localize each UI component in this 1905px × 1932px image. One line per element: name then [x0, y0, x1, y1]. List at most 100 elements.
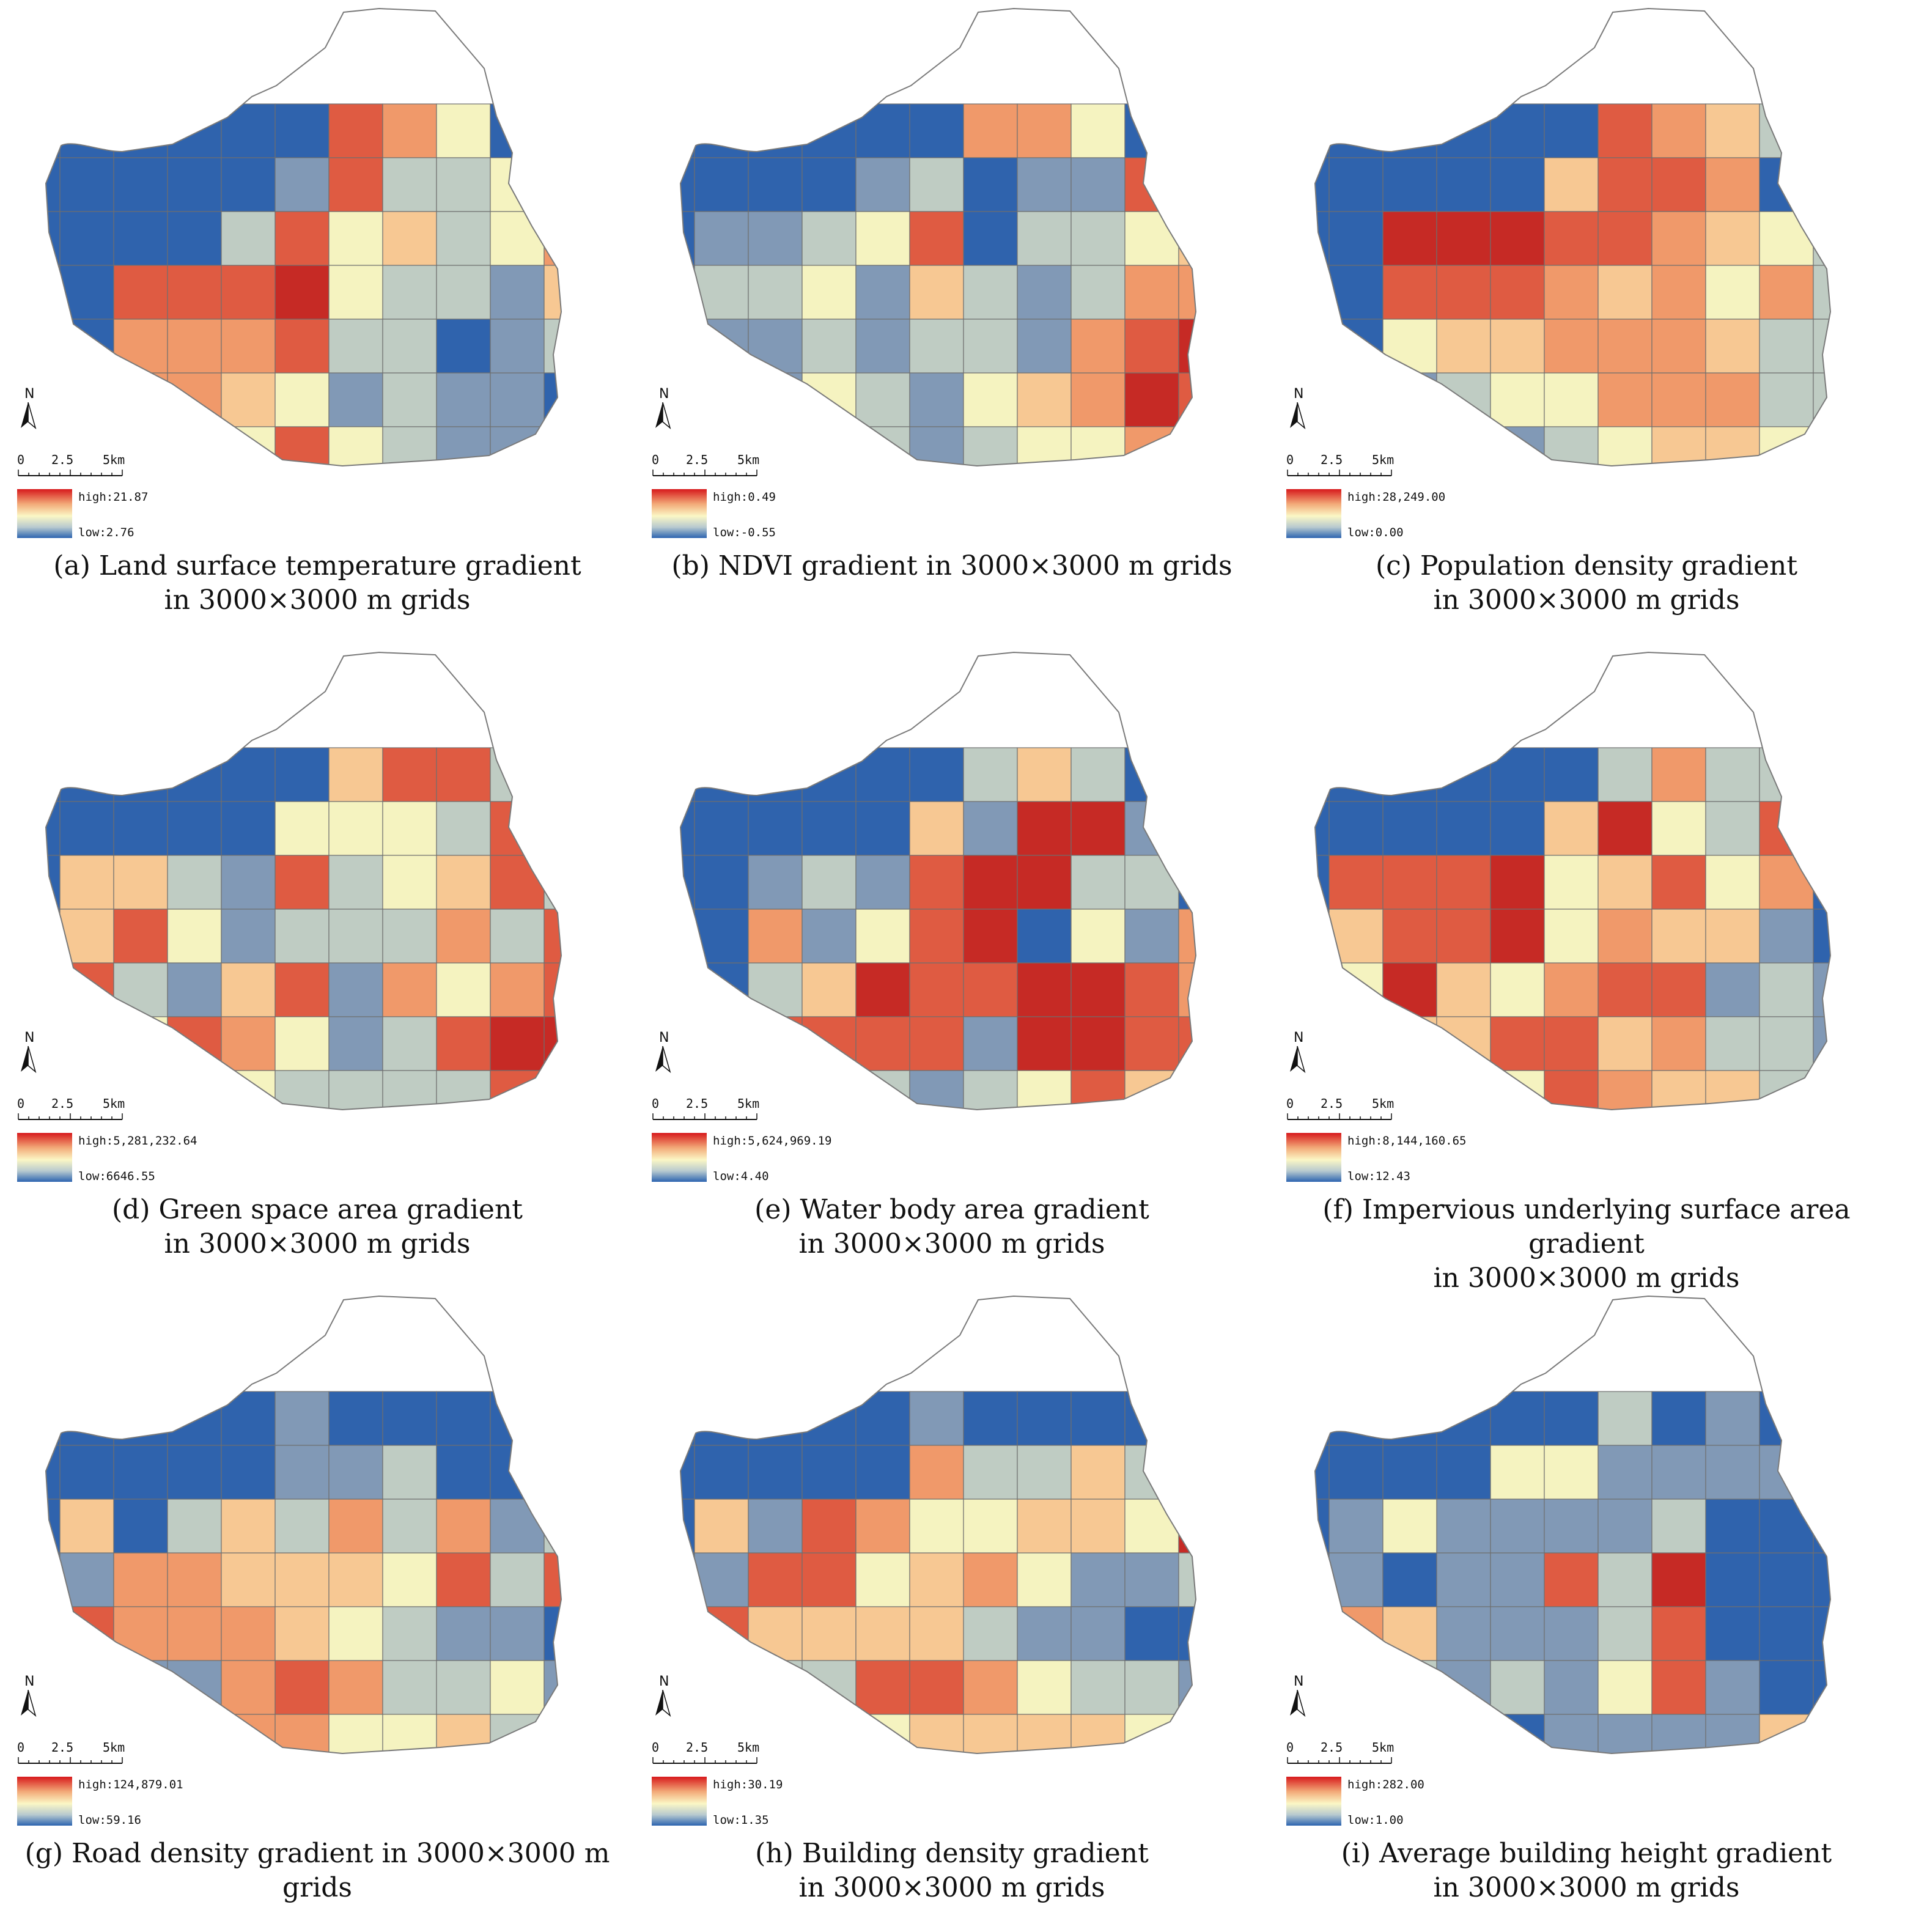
- grid-cell: [113, 1660, 168, 1715]
- grid-cell: [1178, 1714, 1196, 1753]
- north-label: N: [1294, 1674, 1304, 1689]
- grid-cell: [1125, 1124, 1179, 1133]
- panel-caption: (d) Green space area gradient in 3000×300…: [0, 1193, 635, 1261]
- grid-cell: [1490, 426, 1545, 466]
- grid-cell: [46, 855, 61, 910]
- grid-cell: [167, 909, 222, 964]
- grid-cell: [694, 1660, 749, 1715]
- grid-cell: [1706, 1768, 1759, 1777]
- grid-cell: [46, 962, 61, 1017]
- grid-cell: [1233, 1445, 1269, 1499]
- grid-cell: [1071, 481, 1125, 489]
- grid-cell: [1490, 1070, 1545, 1110]
- grid-cell: [59, 372, 114, 427]
- grid-cell: [490, 265, 545, 320]
- grid-cell: [1382, 962, 1437, 1017]
- grid-cell: [680, 265, 695, 320]
- grid-cell: [1383, 1124, 1437, 1133]
- grid-cell: [801, 1445, 857, 1500]
- grid-cell: [490, 1714, 545, 1753]
- legend: high:5,281,232.64 low:6646.55: [17, 1133, 262, 1185]
- grid-cell: [436, 372, 491, 427]
- grid-cell: [1315, 319, 1330, 374]
- grid-cell: [382, 426, 437, 466]
- grid-cell: [60, 481, 114, 489]
- grid-cell: [1490, 747, 1545, 802]
- grid-cell: [1315, 1445, 1330, 1500]
- grid-cell: [382, 103, 437, 158]
- grid-cell: [1178, 1606, 1196, 1661]
- grid-cell: [275, 1016, 330, 1071]
- grid-cell: [221, 1070, 276, 1110]
- grid-cell: [1813, 1552, 1830, 1607]
- grid-cell: [909, 1606, 964, 1661]
- grid-cell: [543, 372, 561, 427]
- grid-cell: [1597, 1070, 1653, 1110]
- grid-cell: [801, 855, 857, 910]
- grid-cell: [680, 157, 695, 212]
- grid-cell: [436, 801, 491, 856]
- legend-low-label: low:1.35: [713, 1813, 769, 1827]
- grid-cell: [382, 1070, 437, 1110]
- grid-cell: [1124, 319, 1179, 374]
- grid-cell: [1598, 1768, 1652, 1777]
- grid-cell: [6, 481, 60, 489]
- north-label: N: [1294, 1030, 1304, 1045]
- grid-cell: [167, 319, 222, 374]
- grid-cell: [1382, 265, 1437, 320]
- grid-cell: [1178, 372, 1196, 427]
- grid-cell: [1124, 1552, 1179, 1607]
- grid-cell: [1382, 319, 1437, 374]
- grid-cell: [748, 372, 803, 427]
- scale-label: 0: [1286, 1096, 1294, 1111]
- grid-cell: [167, 103, 222, 158]
- grid-cell: [963, 211, 1018, 266]
- grid-cell: [855, 1552, 910, 1607]
- caption-line: (g) Road density gradient in 3000×3000 m…: [24, 1838, 610, 1903]
- grid-cell: [1315, 1391, 1330, 1446]
- grid-cell: [1328, 265, 1384, 320]
- grid-cell: [167, 747, 222, 802]
- grid-cell: [1813, 1016, 1830, 1071]
- grid-cell: [695, 481, 748, 489]
- legend-high-label: high:8,144,160.65: [1347, 1134, 1467, 1148]
- grid-cell: [113, 1016, 168, 1071]
- scale-label: 2.5: [1321, 1096, 1343, 1111]
- grid-cell: [168, 481, 221, 489]
- grid-cell: [167, 211, 222, 266]
- scale-label: 5km: [737, 452, 760, 467]
- grid-cell: [382, 211, 437, 266]
- grid-cell: [680, 909, 695, 964]
- grid-cell: [909, 801, 964, 856]
- grid-cell: [221, 1606, 276, 1661]
- scale-label: 5km: [103, 1740, 125, 1755]
- grid-cell: [1705, 1445, 1760, 1500]
- grid-cell: [801, 103, 857, 158]
- legend: high:21.87 low:2.76: [17, 489, 262, 542]
- grid-cell: [113, 1499, 168, 1554]
- grid-cell: [1544, 1124, 1598, 1133]
- grid-cell: [328, 1606, 383, 1661]
- scale-label: 2.5: [1321, 1740, 1343, 1755]
- grid-cell: [328, 1070, 383, 1110]
- grid-cell: [855, 747, 910, 802]
- grid-cell: [802, 1768, 856, 1777]
- grid-cell: [1651, 157, 1706, 212]
- grid-cell: [1813, 265, 1830, 320]
- grid-cell: [60, 1124, 114, 1133]
- panel-caption: (i) Average building height gradient in 3…: [1269, 1837, 1904, 1905]
- north-label: N: [659, 1030, 669, 1045]
- grid-cell: [909, 1714, 964, 1753]
- grid-cell: [1867, 1661, 1904, 1714]
- grid-cell: [801, 1499, 857, 1554]
- grid-cell: [1070, 1499, 1126, 1554]
- boundary-outline: [45, 7, 562, 467]
- north-label: N: [659, 1674, 669, 1689]
- grid-cell: [694, 265, 749, 320]
- grid-cell: [167, 801, 222, 856]
- grid-cell: [1813, 1660, 1830, 1715]
- scale-label: 2.5: [686, 1096, 709, 1111]
- grid-cell: [490, 801, 545, 856]
- grid-cell: [382, 855, 437, 910]
- grid-cell: [167, 1714, 222, 1753]
